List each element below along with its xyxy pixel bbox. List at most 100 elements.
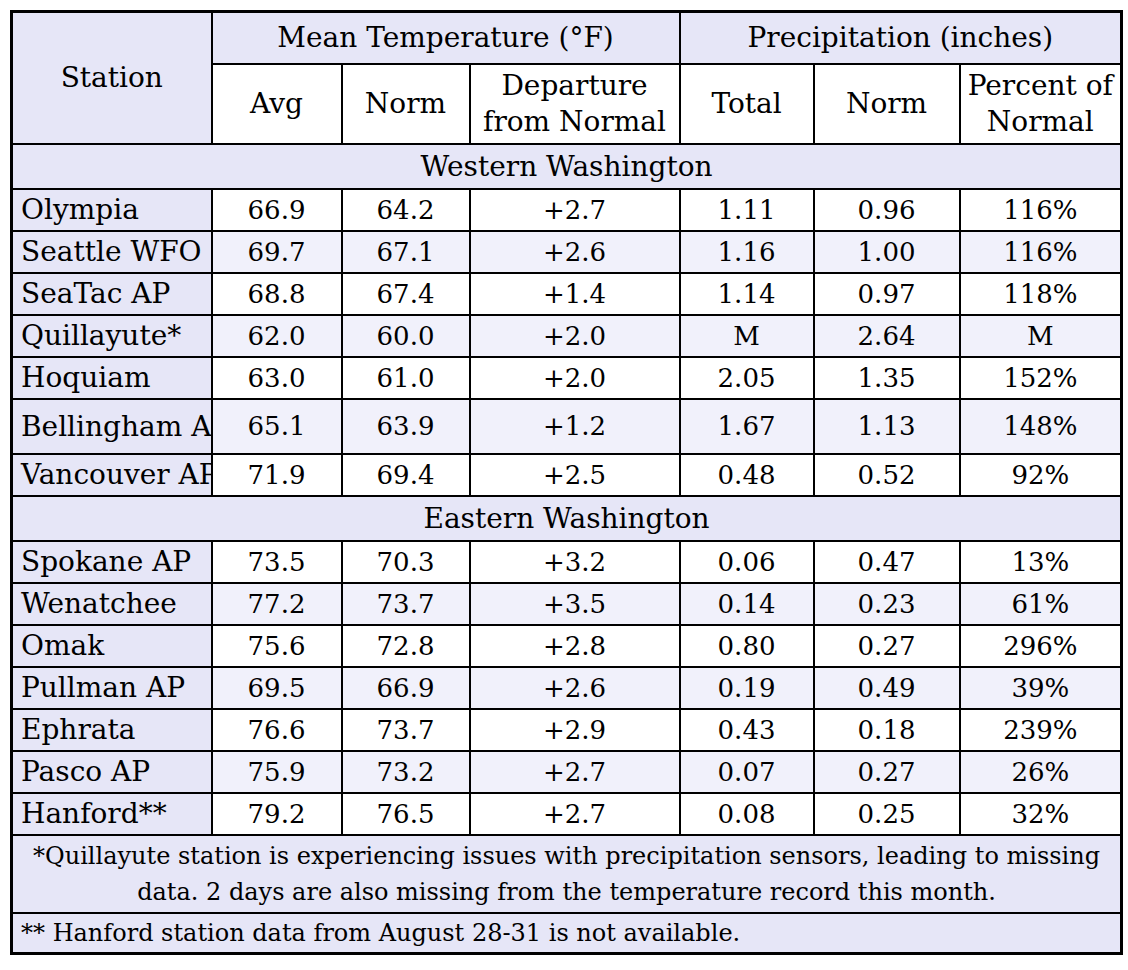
- cell-departure: +3.2: [470, 541, 680, 583]
- row-pullman-ap: Pullman AP69.566.9+2.60.190.4939%: [12, 667, 1122, 709]
- cell-percent-normal: 61%: [960, 583, 1122, 625]
- cell-station: Hanford**: [12, 793, 212, 835]
- cell-total: 0.43: [680, 709, 814, 751]
- cell-station: Hoquiam: [12, 357, 212, 399]
- footnote-hanford: ** Hanford station data from August 28-3…: [12, 913, 1122, 954]
- cell-avg: 69.5: [212, 667, 342, 709]
- cell-temp-norm: 67.1: [342, 231, 470, 273]
- section-title: Eastern Washington: [12, 496, 1122, 541]
- cell-temp-norm: 67.4: [342, 273, 470, 315]
- cell-temp-norm: 63.9: [342, 399, 470, 454]
- cell-percent-normal: 26%: [960, 751, 1122, 793]
- cell-avg: 65.1: [212, 399, 342, 454]
- cell-total: 0.08: [680, 793, 814, 835]
- cell-precip-norm: 1.00: [814, 231, 960, 273]
- cell-precip-norm: 0.96: [814, 189, 960, 231]
- row-vancouver-ap: Vancouver AP71.969.4+2.50.480.5292%: [12, 454, 1122, 496]
- cell-station: Olympia: [12, 189, 212, 231]
- cell-precip-norm: 0.27: [814, 625, 960, 667]
- section-western-washington: Western Washington: [12, 144, 1122, 189]
- cell-departure: +2.8: [470, 625, 680, 667]
- subheader-departure-from-normal: Departure from Normal: [470, 64, 680, 144]
- subheader-avg: Avg: [212, 64, 342, 144]
- cell-departure: +2.9: [470, 709, 680, 751]
- cell-departure: +2.0: [470, 315, 680, 357]
- section-eastern-washington: Eastern Washington: [12, 496, 1122, 541]
- cell-station: SeaTac AP: [12, 273, 212, 315]
- cell-station: Omak: [12, 625, 212, 667]
- header-precipitation: Precipitation (inches): [680, 12, 1122, 64]
- row-spokane-ap: Spokane AP73.570.3+3.20.060.4713%: [12, 541, 1122, 583]
- cell-station: Ephrata: [12, 709, 212, 751]
- cell-total: 0.48: [680, 454, 814, 496]
- cell-departure: +2.6: [470, 667, 680, 709]
- cell-avg: 63.0: [212, 357, 342, 399]
- cell-precip-norm: 0.18: [814, 709, 960, 751]
- row-bellingham-ap: Bellingham AP65.163.9+1.21.671.13148%: [12, 399, 1122, 454]
- header-mean-temperature: Mean Temperature (°F): [212, 12, 680, 64]
- cell-precip-norm: 0.49: [814, 667, 960, 709]
- cell-precip-norm: 1.13: [814, 399, 960, 454]
- cell-temp-norm: 72.8: [342, 625, 470, 667]
- cell-temp-norm: 69.4: [342, 454, 470, 496]
- cell-departure: +2.0: [470, 357, 680, 399]
- section-title: Western Washington: [12, 144, 1122, 189]
- cell-station: Quillayute*: [12, 315, 212, 357]
- cell-percent-normal: 116%: [960, 231, 1122, 273]
- cell-avg: 73.5: [212, 541, 342, 583]
- cell-precip-norm: 2.64: [814, 315, 960, 357]
- cell-temp-norm: 66.9: [342, 667, 470, 709]
- subheader-temp-norm: Norm: [342, 64, 470, 144]
- cell-avg: 71.9: [212, 454, 342, 496]
- cell-percent-normal: 296%: [960, 625, 1122, 667]
- footnote-row-hanford: ** Hanford station data from August 28-3…: [12, 913, 1122, 954]
- cell-percent-normal: 32%: [960, 793, 1122, 835]
- cell-avg: 75.9: [212, 751, 342, 793]
- cell-total: 1.14: [680, 273, 814, 315]
- cell-total: M: [680, 315, 814, 357]
- cell-departure: +2.5: [470, 454, 680, 496]
- row-seattle-wfo: Seattle WFO69.767.1+2.61.161.00116%: [12, 231, 1122, 273]
- subheader-percent-of-normal: Percent of Normal: [960, 64, 1122, 144]
- cell-total: 0.06: [680, 541, 814, 583]
- cell-percent-normal: 239%: [960, 709, 1122, 751]
- cell-avg: 77.2: [212, 583, 342, 625]
- footnote-row-quillayute: *Quillayute station is experiencing issu…: [12, 835, 1122, 913]
- cell-total: 0.07: [680, 751, 814, 793]
- cell-precip-norm: 0.27: [814, 751, 960, 793]
- header-station: Station: [12, 12, 212, 144]
- cell-precip-norm: 0.47: [814, 541, 960, 583]
- cell-temp-norm: 64.2: [342, 189, 470, 231]
- cell-precip-norm: 0.23: [814, 583, 960, 625]
- cell-departure: +1.4: [470, 273, 680, 315]
- climate-table: Station Mean Temperature (°F) Precipitat…: [10, 10, 1123, 955]
- cell-temp-norm: 70.3: [342, 541, 470, 583]
- cell-temp-norm: 76.5: [342, 793, 470, 835]
- cell-avg: 79.2: [212, 793, 342, 835]
- cell-avg: 69.7: [212, 231, 342, 273]
- cell-avg: 62.0: [212, 315, 342, 357]
- cell-avg: 75.6: [212, 625, 342, 667]
- cell-temp-norm: 73.7: [342, 709, 470, 751]
- cell-temp-norm: 73.7: [342, 583, 470, 625]
- cell-avg: 66.9: [212, 189, 342, 231]
- cell-avg: 68.8: [212, 273, 342, 315]
- cell-temp-norm: 60.0: [342, 315, 470, 357]
- cell-station: Wenatchee: [12, 583, 212, 625]
- row-wenatchee: Wenatchee77.273.7+3.50.140.2361%: [12, 583, 1122, 625]
- header-group-row: Station Mean Temperature (°F) Precipitat…: [12, 12, 1122, 64]
- cell-departure: +3.5: [470, 583, 680, 625]
- cell-precip-norm: 0.52: [814, 454, 960, 496]
- cell-total: 0.14: [680, 583, 814, 625]
- cell-temp-norm: 73.2: [342, 751, 470, 793]
- table-body: Western WashingtonOlympia66.964.2+2.71.1…: [12, 144, 1122, 835]
- row-ephrata: Ephrata76.673.7+2.90.430.18239%: [12, 709, 1122, 751]
- cell-percent-normal: 92%: [960, 454, 1122, 496]
- cell-percent-normal: 116%: [960, 189, 1122, 231]
- cell-departure: +2.7: [470, 189, 680, 231]
- cell-total: 0.80: [680, 625, 814, 667]
- row-olympia: Olympia66.964.2+2.71.110.96116%: [12, 189, 1122, 231]
- cell-percent-normal: 39%: [960, 667, 1122, 709]
- cell-total: 0.19: [680, 667, 814, 709]
- cell-percent-normal: 118%: [960, 273, 1122, 315]
